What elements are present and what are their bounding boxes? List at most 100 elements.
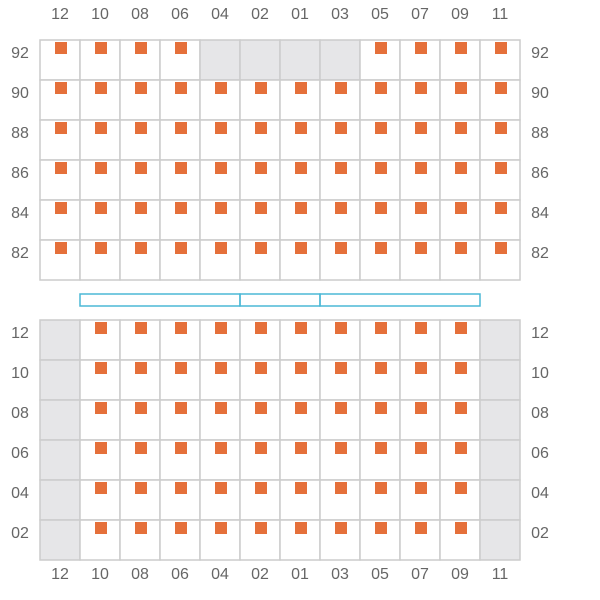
seat[interactable] — [215, 322, 227, 334]
seat[interactable] — [455, 442, 467, 454]
seat[interactable] — [375, 482, 387, 494]
seat[interactable] — [455, 82, 467, 94]
seat[interactable] — [415, 442, 427, 454]
seat[interactable] — [175, 42, 187, 54]
seat[interactable] — [455, 322, 467, 334]
seat[interactable] — [415, 242, 427, 254]
seat[interactable] — [135, 242, 147, 254]
seat[interactable] — [55, 202, 67, 214]
seat[interactable] — [135, 402, 147, 414]
seat[interactable] — [255, 162, 267, 174]
seat[interactable] — [175, 122, 187, 134]
seat[interactable] — [415, 322, 427, 334]
seat[interactable] — [375, 202, 387, 214]
seat[interactable] — [135, 482, 147, 494]
seat[interactable] — [55, 82, 67, 94]
seat[interactable] — [215, 122, 227, 134]
seat[interactable] — [295, 482, 307, 494]
seat[interactable] — [255, 522, 267, 534]
seat[interactable] — [495, 122, 507, 134]
seat[interactable] — [375, 402, 387, 414]
seat[interactable] — [255, 82, 267, 94]
seat[interactable] — [335, 122, 347, 134]
seat[interactable] — [215, 242, 227, 254]
seat[interactable] — [255, 482, 267, 494]
seat[interactable] — [255, 442, 267, 454]
seat[interactable] — [295, 322, 307, 334]
seat[interactable] — [95, 442, 107, 454]
seat[interactable] — [95, 42, 107, 54]
seat[interactable] — [55, 162, 67, 174]
seat[interactable] — [215, 162, 227, 174]
seat[interactable] — [175, 522, 187, 534]
seat[interactable] — [295, 442, 307, 454]
seat[interactable] — [135, 362, 147, 374]
seat[interactable] — [455, 42, 467, 54]
seat[interactable] — [175, 322, 187, 334]
seat[interactable] — [455, 162, 467, 174]
seat[interactable] — [495, 42, 507, 54]
seat[interactable] — [295, 122, 307, 134]
seat[interactable] — [215, 402, 227, 414]
seat[interactable] — [375, 82, 387, 94]
seat[interactable] — [255, 322, 267, 334]
seat[interactable] — [95, 522, 107, 534]
seat[interactable] — [495, 202, 507, 214]
seat[interactable] — [215, 522, 227, 534]
seat[interactable] — [295, 362, 307, 374]
seat[interactable] — [295, 242, 307, 254]
seat[interactable] — [335, 482, 347, 494]
seat[interactable] — [95, 162, 107, 174]
seat[interactable] — [255, 362, 267, 374]
seat[interactable] — [175, 442, 187, 454]
seat[interactable] — [335, 322, 347, 334]
seat[interactable] — [415, 362, 427, 374]
seat[interactable] — [55, 122, 67, 134]
seat[interactable] — [135, 322, 147, 334]
seat[interactable] — [495, 242, 507, 254]
seat[interactable] — [135, 82, 147, 94]
seat[interactable] — [335, 522, 347, 534]
seat[interactable] — [295, 82, 307, 94]
seat[interactable] — [215, 442, 227, 454]
seat[interactable] — [95, 82, 107, 94]
seat[interactable] — [175, 482, 187, 494]
seat[interactable] — [175, 202, 187, 214]
seat[interactable] — [455, 362, 467, 374]
seat[interactable] — [215, 82, 227, 94]
seat[interactable] — [255, 122, 267, 134]
seat[interactable] — [375, 42, 387, 54]
seat[interactable] — [215, 202, 227, 214]
seat[interactable] — [55, 42, 67, 54]
seat[interactable] — [455, 522, 467, 534]
seat[interactable] — [175, 242, 187, 254]
seat[interactable] — [295, 162, 307, 174]
seat[interactable] — [455, 402, 467, 414]
seat[interactable] — [455, 202, 467, 214]
seat[interactable] — [335, 402, 347, 414]
seat[interactable] — [495, 162, 507, 174]
seat[interactable] — [415, 402, 427, 414]
seat[interactable] — [375, 522, 387, 534]
seat[interactable] — [255, 402, 267, 414]
seat[interactable] — [95, 322, 107, 334]
seat[interactable] — [95, 202, 107, 214]
seat[interactable] — [135, 522, 147, 534]
seat[interactable] — [95, 482, 107, 494]
seat[interactable] — [175, 162, 187, 174]
seat[interactable] — [135, 442, 147, 454]
seat[interactable] — [135, 202, 147, 214]
seat[interactable] — [95, 402, 107, 414]
seat[interactable] — [55, 242, 67, 254]
seat[interactable] — [175, 82, 187, 94]
seat[interactable] — [375, 362, 387, 374]
seat[interactable] — [135, 42, 147, 54]
seat[interactable] — [415, 122, 427, 134]
seat[interactable] — [255, 202, 267, 214]
seat[interactable] — [215, 482, 227, 494]
seat[interactable] — [295, 202, 307, 214]
seat[interactable] — [335, 162, 347, 174]
seat[interactable] — [415, 522, 427, 534]
seat[interactable] — [95, 242, 107, 254]
seat[interactable] — [255, 242, 267, 254]
